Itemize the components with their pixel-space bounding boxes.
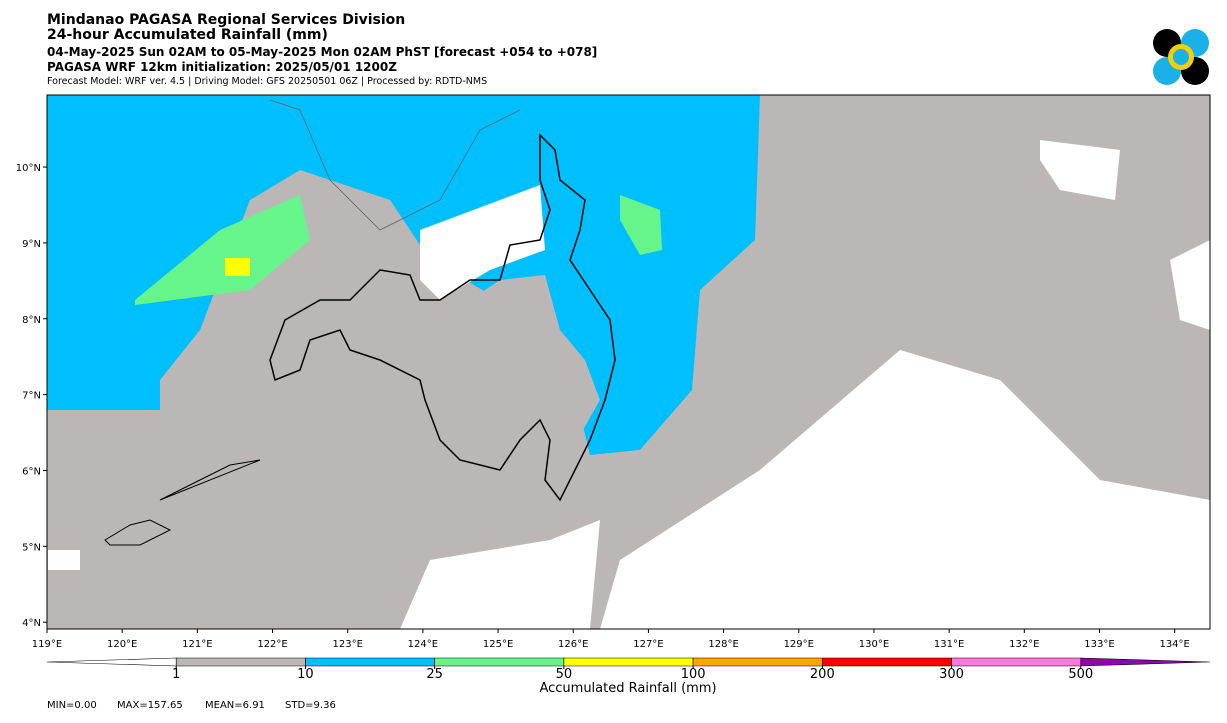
model-info: Forecast Model: WRF ver. 4.5 | Driving M… xyxy=(47,76,487,87)
colorbar-segment xyxy=(434,657,565,667)
colorbar-tick-label: 200 xyxy=(810,667,835,682)
y-tick-label: 4°N xyxy=(22,618,41,629)
stat: MEAN=6.91 xyxy=(205,700,265,711)
map xyxy=(46,94,1211,630)
title: Mindanao PAGASA Regional Services Divisi… xyxy=(47,12,405,28)
x-tick-label: 132°E xyxy=(1009,639,1039,650)
x-tick-label: 125°E xyxy=(483,639,513,650)
colorbar-tick-label: 50 xyxy=(556,667,573,682)
colorbar-segment xyxy=(822,657,952,667)
colorbar-segment xyxy=(692,657,823,667)
colorbar-segment xyxy=(175,657,306,667)
colorbar-tick-label: 500 xyxy=(1068,667,1093,682)
x-tick-label: 120°E xyxy=(107,639,137,650)
colorbar-tick-label: 300 xyxy=(939,667,964,682)
colorbar-segment xyxy=(951,657,1082,667)
y-tick-label: 7°N xyxy=(22,391,41,402)
stat: MAX=157.65 xyxy=(117,700,183,711)
x-tick-label: 129°E xyxy=(784,639,814,650)
colorbar-tick-label: 100 xyxy=(681,667,706,682)
colorbar-segment xyxy=(563,657,694,667)
x-tick-label: 134°E xyxy=(1159,639,1189,650)
colorbar-tick-label: 10 xyxy=(297,667,314,682)
x-tick-label: 133°E xyxy=(1084,639,1114,650)
colorbar-tick-label: 25 xyxy=(426,667,443,682)
x-tick-label: 128°E xyxy=(708,639,738,650)
colorbar-label: Accumulated Rainfall (mm) xyxy=(539,681,716,696)
colorbar-tick-label: 1 xyxy=(172,667,180,682)
y-tick-label: 6°N xyxy=(22,466,41,477)
stat: STD=9.36 xyxy=(285,700,336,711)
y-tick-label: 9°N xyxy=(22,239,41,250)
colorbar-segment xyxy=(46,657,177,667)
stat: MIN=0.00 xyxy=(47,700,97,711)
y-tick-label: 5°N xyxy=(22,542,41,553)
init: PAGASA WRF 12km initialization: 2025/05/… xyxy=(47,60,397,74)
x-tick-label: 121°E xyxy=(182,639,212,650)
x-tick-label: 131°E xyxy=(934,639,964,650)
period: 04-May-2025 Sun 02AM to 05-May-2025 Mon … xyxy=(47,45,597,59)
x-tick-label: 124°E xyxy=(408,639,438,650)
logo xyxy=(1153,29,1209,85)
colorbar-segment xyxy=(305,657,435,667)
x-tick-label: 130°E xyxy=(859,639,889,650)
x-tick-label: 122°E xyxy=(257,639,287,650)
x-tick-label: 119°E xyxy=(32,639,62,650)
x-tick-label: 123°E xyxy=(333,639,363,650)
x-tick-label: 126°E xyxy=(558,639,588,650)
x-tick-label: 127°E xyxy=(633,639,663,650)
colorbar-segment xyxy=(1080,657,1211,667)
y-tick-label: 10°N xyxy=(16,163,41,174)
y-tick-label: 8°N xyxy=(22,315,41,326)
subtitle: 24-hour Accumulated Rainfall (mm) xyxy=(47,27,328,43)
